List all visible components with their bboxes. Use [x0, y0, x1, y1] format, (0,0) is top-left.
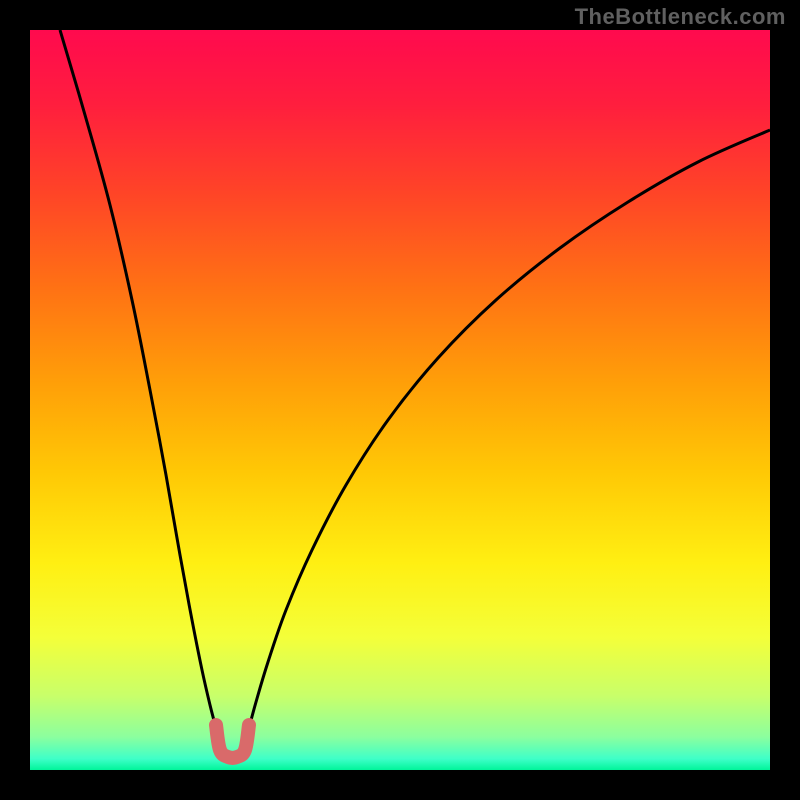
chart-background	[30, 30, 770, 770]
chart-plot-area	[30, 30, 770, 770]
chart-svg	[30, 30, 770, 770]
watermark-text: TheBottleneck.com	[575, 4, 786, 30]
